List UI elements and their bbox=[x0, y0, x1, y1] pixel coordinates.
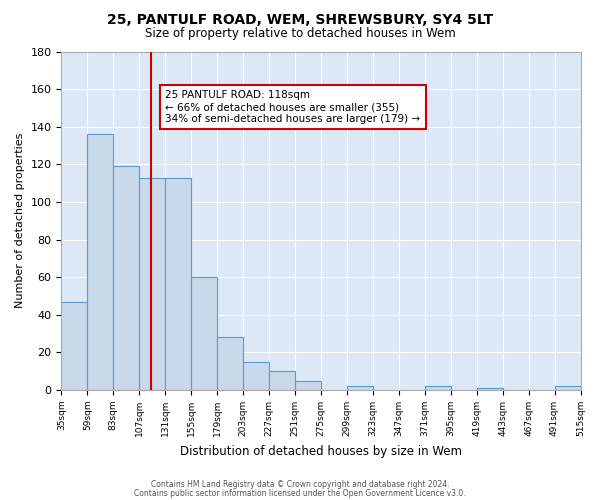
Y-axis label: Number of detached properties: Number of detached properties bbox=[15, 133, 25, 308]
Text: Contains HM Land Registry data © Crown copyright and database right 2024.: Contains HM Land Registry data © Crown c… bbox=[151, 480, 449, 489]
Bar bbox=[476, 388, 503, 390]
Bar bbox=[191, 277, 217, 390]
Bar bbox=[243, 362, 269, 390]
Bar bbox=[347, 386, 373, 390]
Bar bbox=[61, 302, 88, 390]
Bar bbox=[425, 386, 451, 390]
Text: 25 PANTULF ROAD: 118sqm
← 66% of detached houses are smaller (355)
34% of semi-d: 25 PANTULF ROAD: 118sqm ← 66% of detache… bbox=[165, 90, 421, 124]
Text: 25, PANTULF ROAD, WEM, SHREWSBURY, SY4 5LT: 25, PANTULF ROAD, WEM, SHREWSBURY, SY4 5… bbox=[107, 12, 493, 26]
Bar bbox=[554, 386, 581, 390]
Bar bbox=[217, 338, 243, 390]
Bar bbox=[269, 372, 295, 390]
Bar bbox=[139, 178, 165, 390]
Bar bbox=[165, 178, 191, 390]
Bar bbox=[88, 134, 113, 390]
Bar bbox=[113, 166, 139, 390]
Text: Contains public sector information licensed under the Open Government Licence v3: Contains public sector information licen… bbox=[134, 488, 466, 498]
Bar bbox=[295, 380, 321, 390]
Text: Size of property relative to detached houses in Wem: Size of property relative to detached ho… bbox=[145, 28, 455, 40]
X-axis label: Distribution of detached houses by size in Wem: Distribution of detached houses by size … bbox=[180, 444, 462, 458]
